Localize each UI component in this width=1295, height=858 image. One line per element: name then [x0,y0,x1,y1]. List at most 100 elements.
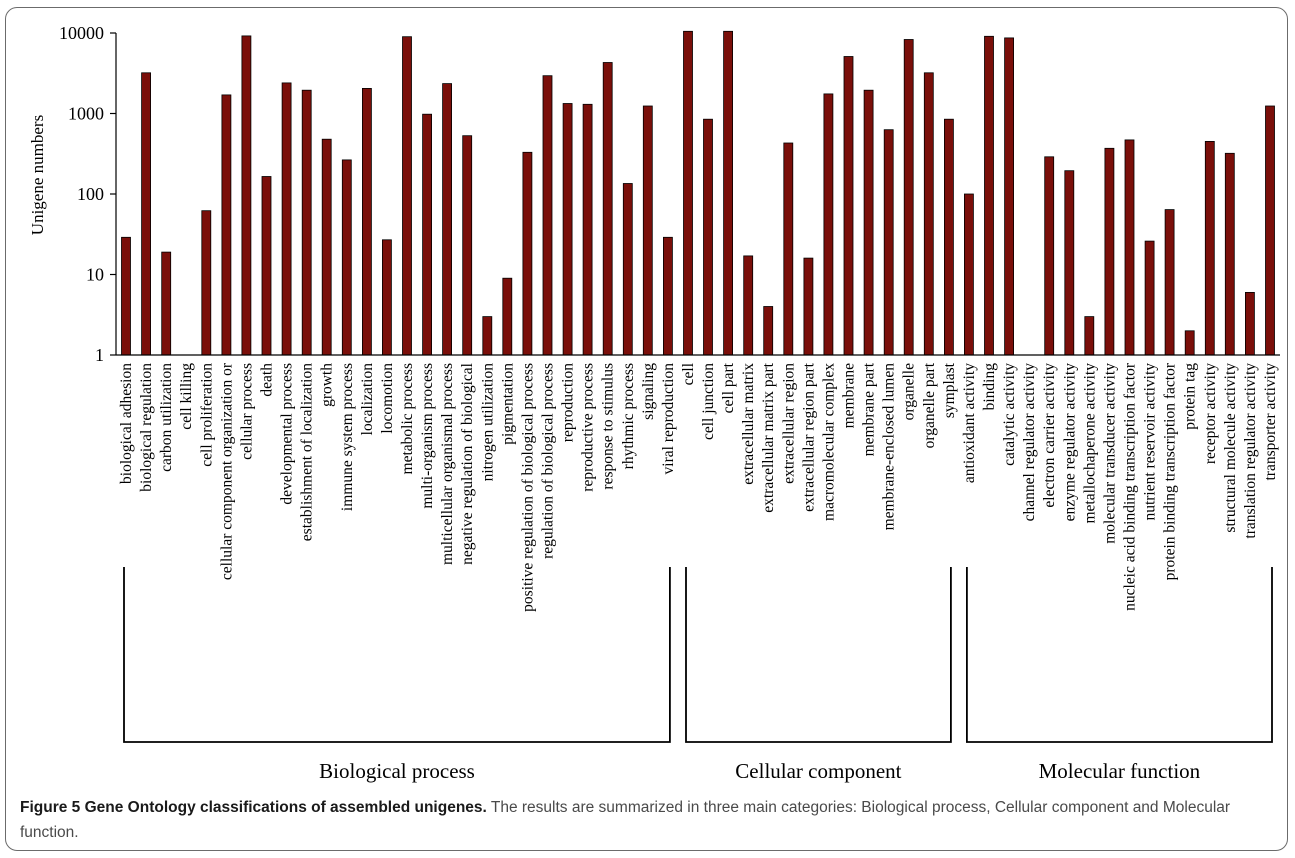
bar-death [261,176,272,356]
x-tick-label-symplast: symplast [941,362,958,418]
x-tick-label-immune-system-process: immune system process [339,363,356,511]
x-tick-label-metallochaperone-activity: metallochaperone activity [1081,363,1098,524]
x-tick-label-metabolic-process: metabolic process [399,363,416,474]
bar-multi-organism-process [422,113,433,356]
x-tick-label-membrane-enclosed-lumen: membrane-enclosed lumen [881,363,898,531]
bar-electron-carrier-activity [1044,156,1055,356]
x-tick-label-channel-regulator-activity: channel regulator activity [1021,363,1038,522]
group-label-biological-process: Biological process [319,759,475,783]
x-tick-label-cell-killing: cell killing [178,363,195,430]
x-tick-label-receptor-activity: receptor activity [1202,363,1219,464]
bar-cell [683,30,693,356]
bar-protein-binding-transcription-factor [1164,209,1175,356]
bar-membrane-enclosed-lumen [883,129,894,356]
bar-developmental-process [281,82,292,356]
bar-reproductive-process [582,103,593,356]
bar-macromolecular-complex [823,93,834,356]
x-tick-label-macromolecular-complex: macromolecular complex [820,363,837,521]
bar-catalytic-activity [1004,37,1014,356]
x-tick-label-cell-part: cell part [720,362,737,413]
y-axis-label-group: Unigene numbers [28,115,47,235]
x-tick-label-membrane-part: membrane part [861,362,878,456]
x-tick-label-pigmentation: pigmentation [499,363,516,445]
bar-extracellular-region-part [803,257,814,356]
bar-structural-molecule-activity [1224,152,1235,356]
x-tick-label-rhythmic-process: rhythmic process [620,363,637,469]
y-ticks-layer: 1 10 100 1000 10000 [59,23,116,365]
bar-membrane-part [863,89,874,356]
bar-cell-proliferation [201,210,212,356]
bar-regulation-of-biological-process [542,75,553,356]
x-tick-label-locomotion: locomotion [379,363,396,434]
bar-symplast [944,118,954,356]
bar-receptor-activity [1204,140,1215,356]
bar-antioxidant-activity [964,193,974,356]
bar-multicellular-organismal-process [442,83,453,356]
x-tick-label-extracellular-region-part: extracellular region part [800,362,817,512]
caption-text: The results are summarized in three main… [20,799,1231,841]
bar-translation-regulator-activity [1245,291,1255,356]
bar-positive-regulation-of-biological-process [522,151,533,356]
x-tick-label-cellular-process: cellular process [238,363,255,460]
bar-cell-junction [703,118,713,356]
x-tick-label-extracellular-matrix-part: extracellular matrix part [760,362,777,512]
x-tick-label-catalytic-activity: catalytic activity [1001,363,1018,466]
bar-negative-regulation-of-biological [462,135,473,356]
bar-cellular-process [241,35,252,356]
bar-cellular-component-organization-or [221,94,232,356]
x-tick-label-translation-regulator-activity: translation regulator activity [1242,363,1259,539]
group-bracket-biological-process [123,567,671,743]
x-tick-label-carbon-utilization: carbon utilization [158,363,175,472]
x-tick-label-transporter-activity: transporter activity [1262,363,1279,481]
x-tick-label-reproduction: reproduction [560,363,577,442]
bar-extracellular-matrix [743,255,754,356]
bar-nucleic-acid-binding-transcription-factor [1124,139,1135,356]
x-tick-label-reproductive-process: reproductive process [580,363,597,492]
x-tick-label-organelle-part: organelle part [921,362,938,448]
x-tick-label-regulation-of-biological-process: regulation of biological process [540,363,557,559]
bar-membrane [843,56,854,356]
y-tick-label: 1000 [68,104,104,124]
x-tick-label-cell: cell [680,363,697,385]
go-classification-chart: Unigene numbers 1 10 100 1000 10000 biologic… [28,23,1280,783]
bar-biological-regulation [141,72,152,356]
bar-transporter-activity [1265,105,1275,356]
x-tick-label-multi-organism-process: multi-organism process [419,363,436,509]
bar-organelle-part [923,72,934,356]
bar-cell-part [723,30,733,356]
x-tick-label-establishment-of-localization: establishment of localization [299,363,316,541]
x-tick-label-structural-molecule-activity: structural molecule activity [1222,363,1239,533]
x-tick-label-extracellular-matrix: extracellular matrix [740,363,757,485]
x-tick-label-antioxidant-activity: antioxidant activity [961,363,978,483]
bar-response-to-stimulus [602,62,613,356]
bar-metabolic-process [402,36,412,356]
bar-nitrogen-utilization [482,316,493,356]
bar-pigmentation [502,277,513,356]
y-tick-label: 100 [77,184,104,204]
x-tick-label-localization: localization [359,363,376,436]
x-tick-label-binding: binding [981,363,998,411]
group-labels-layer: Biological process Cellular component Mole… [319,759,1201,783]
x-tick-label-negative-regulation-of-biological: negative regulation of biological [459,363,476,565]
bar-carbon-utilization [161,251,172,356]
x-tick-label-multicellular-organismal-process: multicellular organismal process [439,363,456,565]
x-tick-label-biological-regulation: biological regulation [138,363,155,492]
group-brackets-layer [123,567,1273,743]
x-tick-label-signaling: signaling [640,363,657,420]
x-tick-label-viral-reproduction: viral reproduction [660,363,677,475]
bar-extracellular-matrix-part [763,306,774,356]
group-label-cellular-component: Cellular component [735,759,901,783]
bar-signaling [642,105,653,356]
figure-caption: Figure 5 Gene Ontology classifications o… [20,795,1270,845]
x-tick-label-electron-carrier-activity: electron carrier activity [1041,363,1058,508]
x-tick-label-protein-binding-transcription-factor: protein binding transcription factor [1162,362,1179,580]
y-tick-label: 10 [86,265,104,285]
bar-rhythmic-process [622,183,633,356]
bar-establishment-of-localization [301,89,312,356]
bar-metallochaperone-activity [1084,316,1095,356]
x-tick-label-nucleic-acid-binding-transcription-factor: nucleic acid binding transcription facto… [1122,362,1139,611]
bar-immune-system-process [341,159,352,356]
x-tick-label-cell-proliferation: cell proliferation [198,363,215,467]
x-tick-label-death: death [259,363,276,397]
x-tick-labels-layer: biological adhesion biological regulation… [118,362,1279,612]
